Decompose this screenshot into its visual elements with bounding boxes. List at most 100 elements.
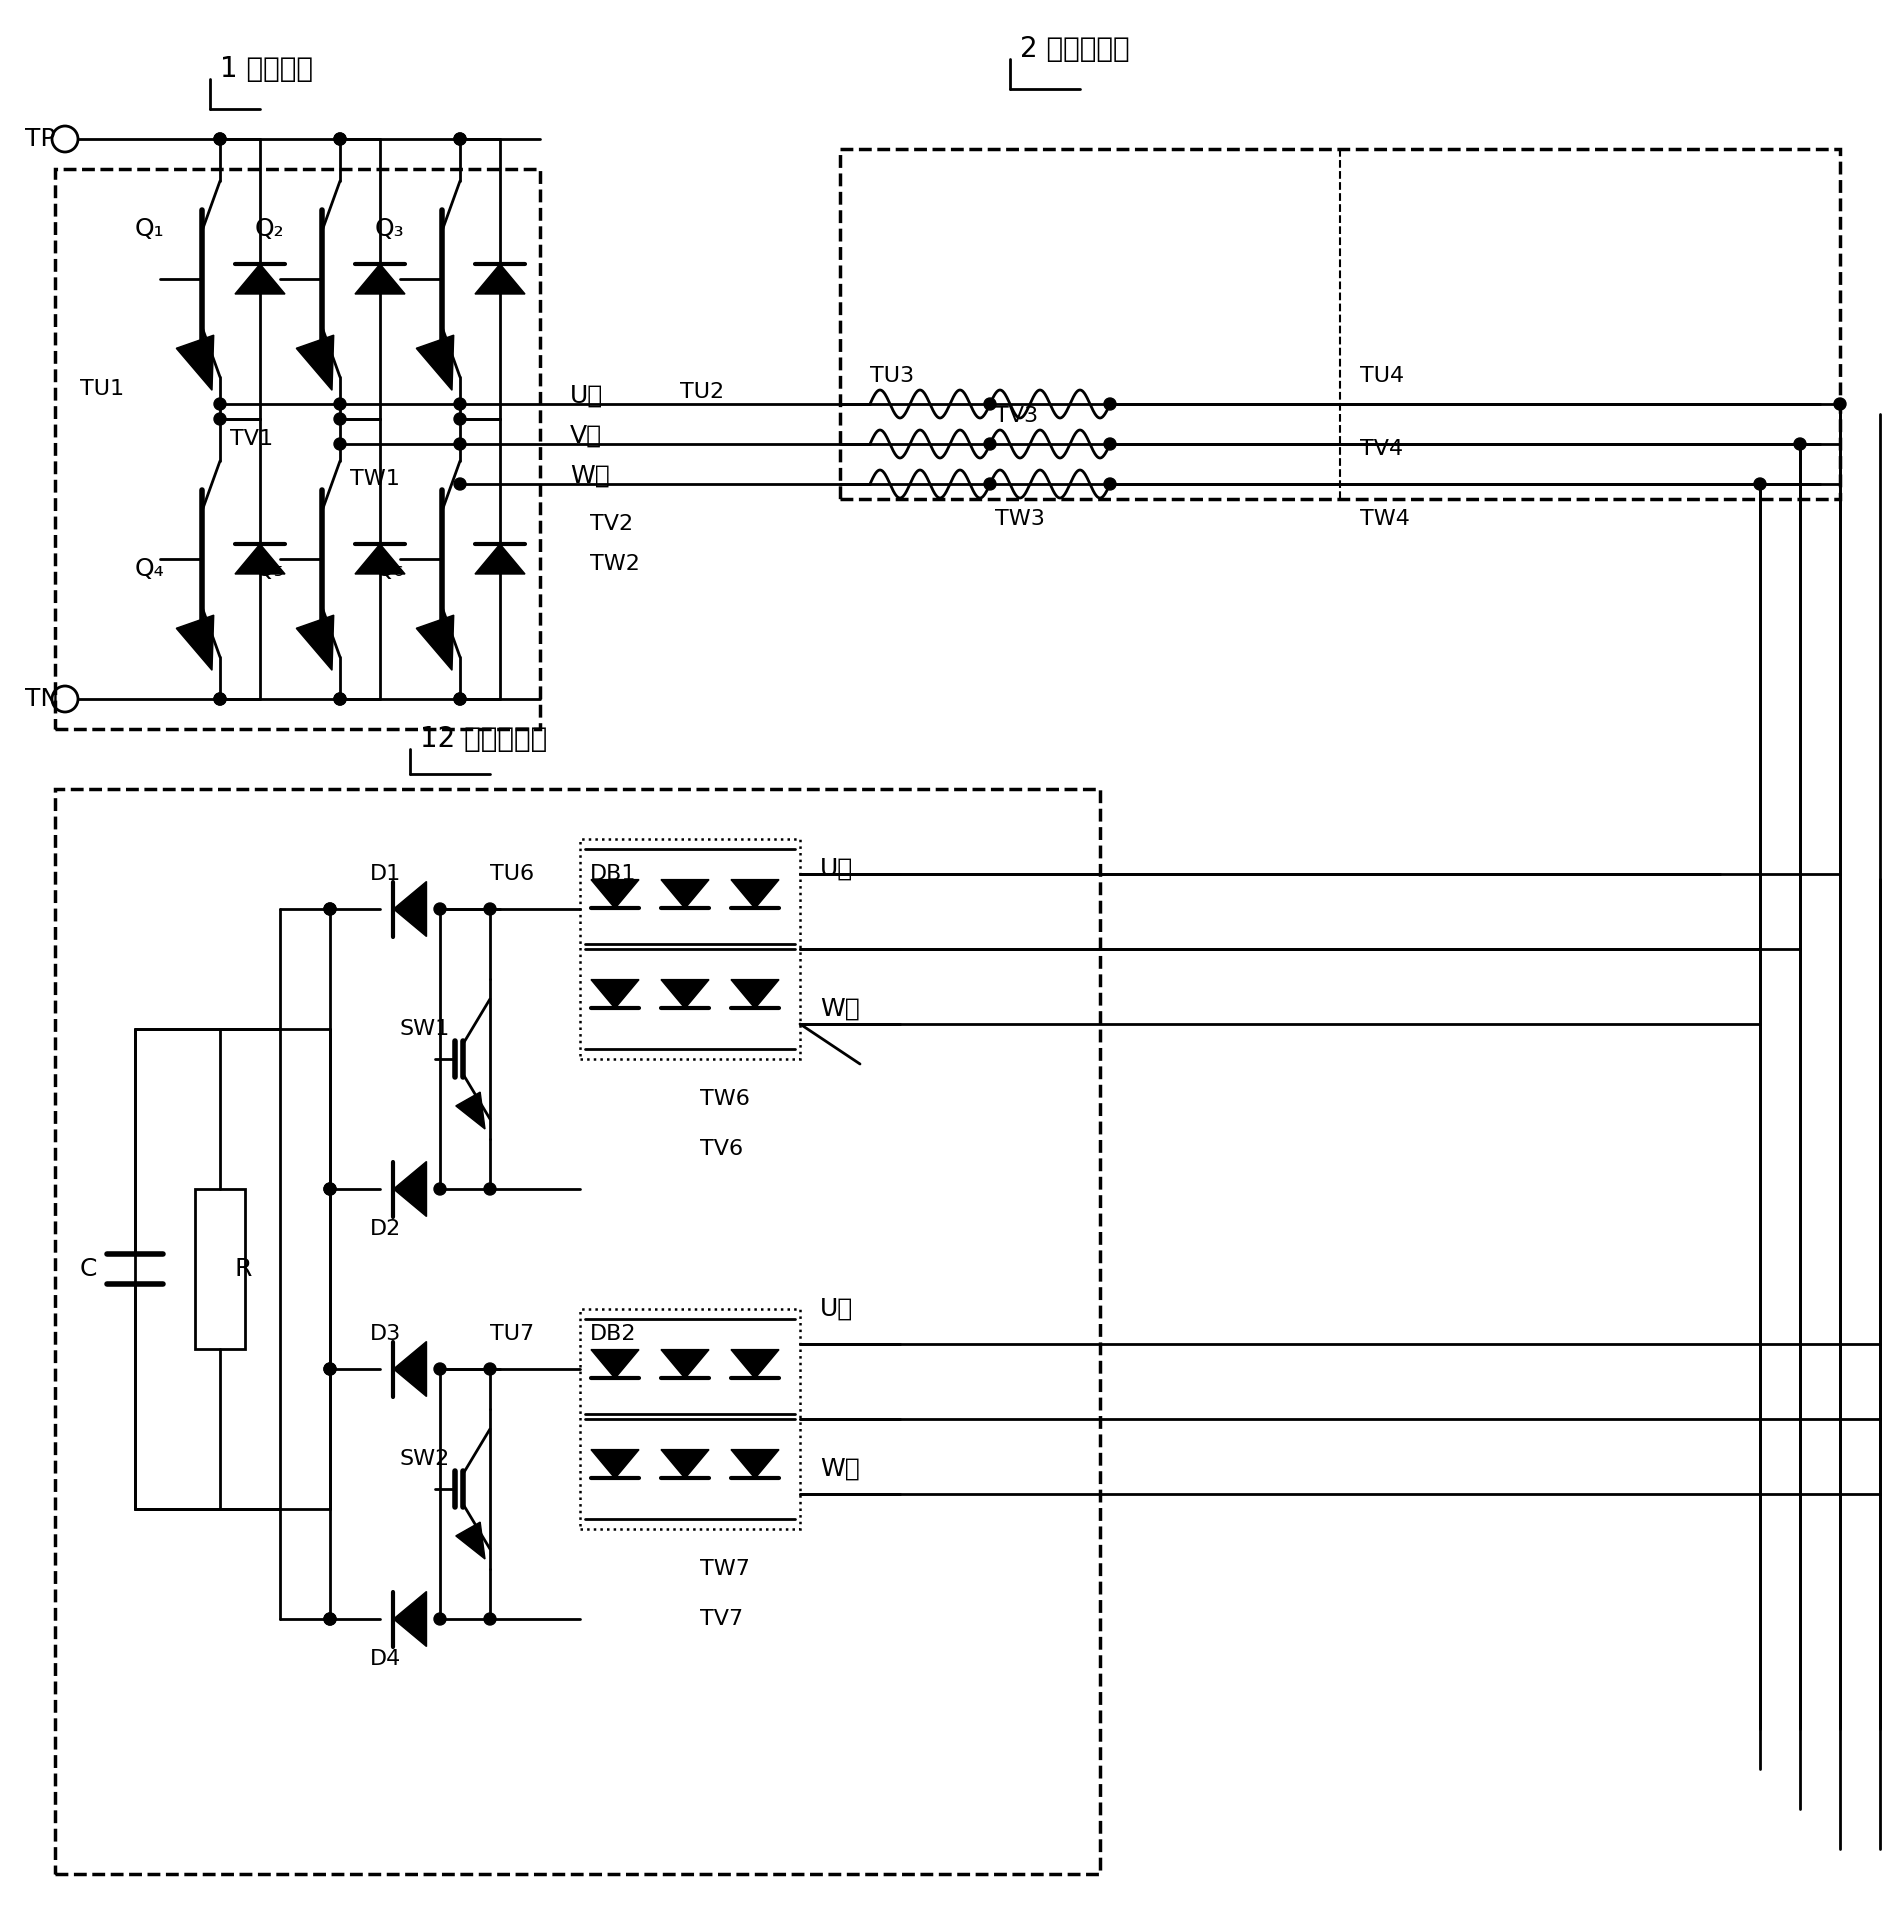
Polygon shape	[591, 880, 640, 909]
Circle shape	[333, 693, 346, 704]
Text: TN: TN	[24, 687, 58, 712]
Circle shape	[454, 397, 467, 411]
Circle shape	[215, 693, 226, 704]
Circle shape	[454, 693, 467, 704]
Bar	[839, 149, 1841, 500]
Circle shape	[333, 133, 346, 145]
Text: TV2: TV2	[589, 513, 632, 534]
Polygon shape	[661, 1350, 710, 1379]
Polygon shape	[356, 544, 405, 575]
Circle shape	[324, 903, 337, 914]
Circle shape	[324, 903, 337, 914]
Text: W相: W相	[570, 465, 610, 488]
Text: 1 逆变器部: 1 逆变器部	[220, 56, 312, 83]
Text: SW2: SW2	[401, 1449, 450, 1470]
Circle shape	[1833, 397, 1846, 411]
Polygon shape	[730, 980, 779, 1009]
Polygon shape	[661, 980, 710, 1009]
Text: C: C	[81, 1258, 98, 1281]
Text: V相: V相	[570, 424, 602, 448]
Circle shape	[333, 438, 346, 449]
Polygon shape	[455, 1522, 486, 1559]
Polygon shape	[235, 544, 284, 575]
Circle shape	[435, 1182, 446, 1194]
Polygon shape	[455, 1092, 486, 1128]
Circle shape	[984, 438, 996, 449]
Circle shape	[333, 397, 346, 411]
Polygon shape	[416, 336, 454, 390]
Circle shape	[324, 1364, 337, 1375]
Text: TP: TP	[24, 127, 55, 150]
Polygon shape	[591, 1350, 640, 1379]
Circle shape	[1754, 478, 1765, 490]
Polygon shape	[661, 1449, 710, 1478]
Circle shape	[333, 413, 346, 424]
Text: 2 交流电动机: 2 交流电动机	[1020, 35, 1129, 64]
Text: TW3: TW3	[996, 509, 1045, 529]
Text: TU1: TU1	[81, 378, 124, 399]
Bar	[580, 839, 800, 1059]
Circle shape	[454, 133, 467, 145]
Text: TV1: TV1	[230, 428, 273, 449]
Polygon shape	[474, 264, 525, 293]
Text: TU7: TU7	[489, 1323, 534, 1345]
Circle shape	[435, 903, 446, 914]
Text: TV6: TV6	[700, 1138, 743, 1159]
Circle shape	[435, 1364, 446, 1375]
Polygon shape	[356, 264, 405, 293]
Circle shape	[324, 1613, 337, 1624]
Circle shape	[484, 1364, 497, 1375]
Polygon shape	[730, 880, 779, 909]
Circle shape	[454, 133, 467, 145]
Polygon shape	[235, 264, 284, 293]
Text: TW1: TW1	[350, 469, 399, 488]
Circle shape	[324, 1182, 337, 1194]
Bar	[196, 1188, 245, 1348]
Text: TU2: TU2	[679, 382, 725, 401]
Text: W相: W相	[821, 1456, 860, 1481]
Polygon shape	[393, 1591, 427, 1647]
Text: TW2: TW2	[589, 554, 640, 575]
Circle shape	[324, 1182, 337, 1194]
Polygon shape	[177, 615, 215, 669]
Polygon shape	[393, 1161, 427, 1217]
Text: TU3: TU3	[869, 367, 915, 386]
Text: Q₅: Q₅	[254, 557, 284, 581]
Bar	[55, 789, 1099, 1873]
Polygon shape	[661, 880, 710, 909]
Circle shape	[1105, 397, 1116, 411]
Text: U相: U相	[821, 1296, 853, 1321]
Circle shape	[984, 478, 996, 490]
Text: DB1: DB1	[589, 864, 636, 883]
Circle shape	[324, 1613, 337, 1624]
Text: Q₆: Q₆	[375, 557, 405, 581]
Circle shape	[484, 1613, 497, 1624]
Circle shape	[215, 693, 226, 704]
Text: TV4: TV4	[1361, 440, 1404, 459]
Text: R: R	[235, 1258, 252, 1281]
Text: TU6: TU6	[489, 864, 534, 883]
Text: U相: U相	[570, 384, 604, 409]
Polygon shape	[474, 544, 525, 575]
Text: TW6: TW6	[700, 1090, 749, 1109]
Text: Q₄: Q₄	[136, 557, 166, 581]
Text: 12 绕组切换部: 12 绕组切换部	[420, 725, 548, 752]
Text: D4: D4	[371, 1649, 401, 1669]
Polygon shape	[730, 1449, 779, 1478]
Polygon shape	[416, 615, 454, 669]
Circle shape	[484, 1182, 497, 1194]
Circle shape	[1105, 478, 1116, 490]
Circle shape	[454, 693, 467, 704]
Circle shape	[215, 413, 226, 424]
Circle shape	[1794, 438, 1807, 449]
Polygon shape	[177, 336, 215, 390]
Polygon shape	[393, 1341, 427, 1397]
Circle shape	[215, 397, 226, 411]
Circle shape	[435, 1613, 446, 1624]
Circle shape	[484, 903, 497, 914]
Text: D1: D1	[371, 864, 401, 883]
Circle shape	[454, 413, 467, 424]
Circle shape	[333, 133, 346, 145]
Circle shape	[454, 478, 467, 490]
Text: TV3: TV3	[996, 405, 1039, 426]
